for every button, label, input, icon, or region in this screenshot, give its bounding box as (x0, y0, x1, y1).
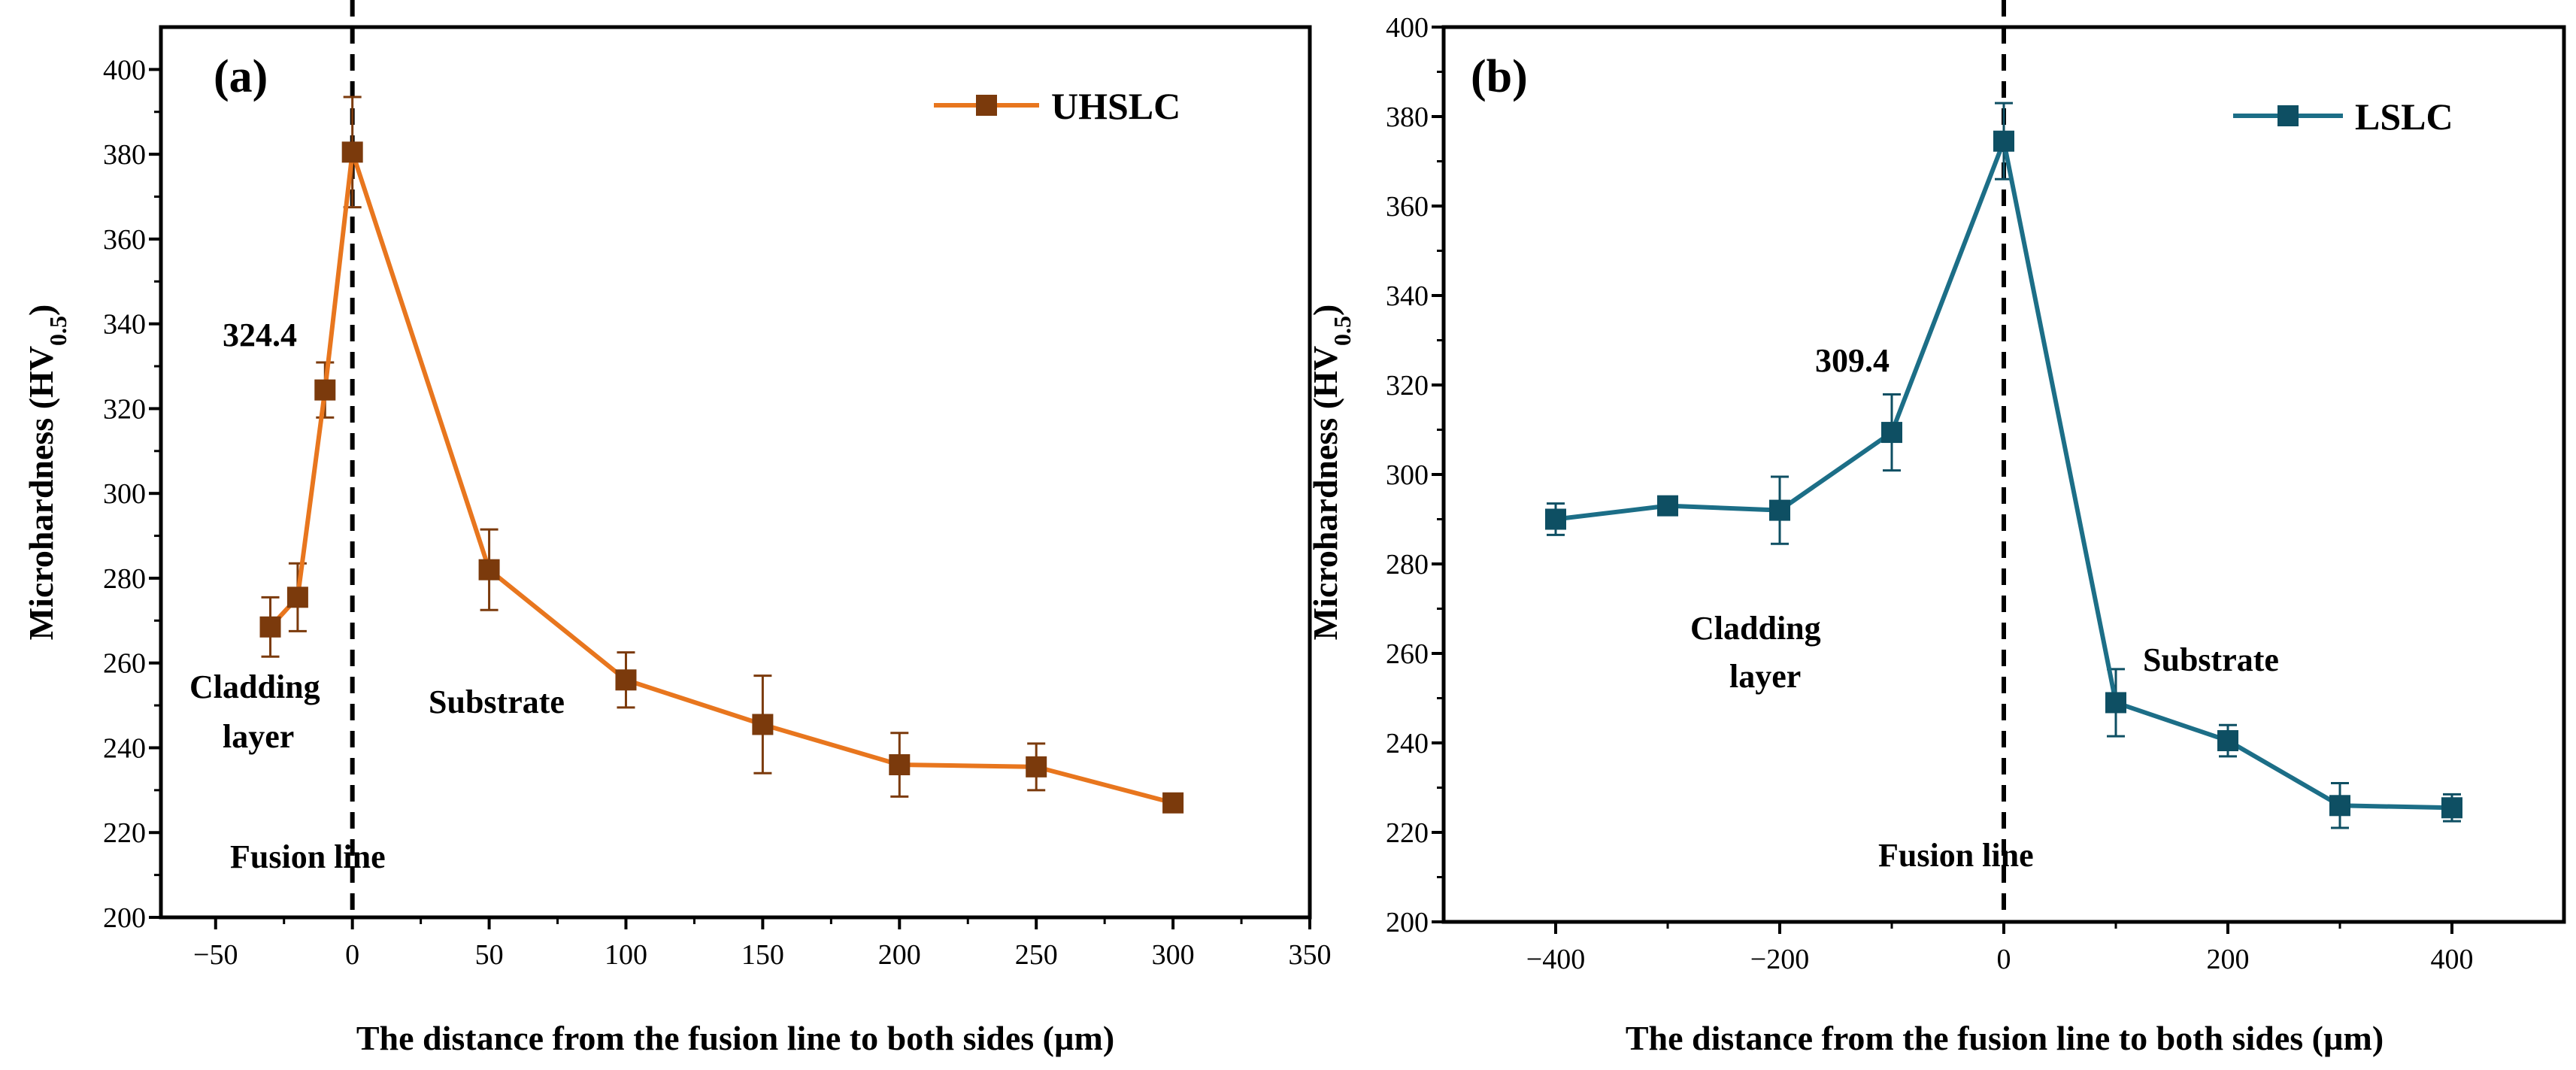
data-point (314, 379, 336, 401)
y-tick-label: 340 (1386, 280, 1429, 312)
x-tick-label: −400 (1526, 944, 1585, 975)
x-tick-label: 50 (475, 939, 504, 971)
panel-a-y-title-close: ) (22, 305, 60, 316)
data-point (2105, 692, 2126, 714)
data-point (2329, 795, 2350, 817)
x-tick-label: 250 (1015, 939, 1058, 971)
panel-a-legend-label: UHSLC (1051, 85, 1180, 127)
y-tick-label: 280 (1386, 549, 1429, 580)
panel-b-cladding-label-1: Cladding (1690, 610, 1821, 647)
panel-b-y-axis-title: Microhardness (HV0.5) (1306, 305, 1356, 641)
panel-a-label: (a) (214, 51, 268, 102)
data-point (752, 714, 774, 735)
x-tick-label: 350 (1289, 939, 1332, 971)
y-tick-label: 400 (1386, 12, 1429, 44)
x-tick-label: 150 (741, 939, 784, 971)
panel-a-legend: UHSLC (934, 85, 1180, 127)
panel-b-legend: LSLC (2233, 95, 2453, 138)
x-tick-label: 200 (2207, 944, 2250, 975)
data-point (259, 616, 281, 638)
panel-b-chart: 200 220 240 260 280 300 320 340 360 380 400 −400 −2… (1306, 0, 2566, 1057)
x-tick-label: 0 (345, 939, 359, 971)
panel-b-x-axis-title: The distance from the fusion line to bot… (1626, 1019, 2384, 1057)
panel-b-legend-marker (2277, 105, 2299, 126)
panel-a-x-axis-title: The distance from the fusion line to bot… (356, 1019, 1114, 1057)
panel-a-peak-value: 324.4 (223, 317, 297, 353)
y-tick-label: 260 (1386, 638, 1429, 670)
x-tick-label: 300 (1152, 939, 1195, 971)
panel-b-legend-label: LSLC (2355, 95, 2453, 138)
data-point (889, 754, 911, 776)
panel-a-series-line (268, 150, 1174, 805)
data-point (1026, 756, 1047, 777)
panel-a-x-axis: −50 0 50 100 150 200 250 300 350 (193, 917, 1332, 971)
data-point (1657, 495, 1678, 517)
panel-b-y-title-sub: 0.5 (1329, 316, 1356, 346)
panel-a-cladding-label-2: layer (223, 718, 294, 755)
data-point (286, 587, 308, 608)
panel-a-chart: 200 220 240 260 280 300 320 340 360 380 400 −50 0 50… (22, 0, 1332, 1057)
data-point (478, 559, 500, 580)
x-tick-label: 400 (2431, 944, 2474, 975)
y-tick-label: 320 (1386, 370, 1429, 402)
panel-b-data-points (1545, 130, 2462, 819)
panel-b-x-axis: −400 −200 0 200 400 (1526, 922, 2474, 975)
y-tick-label: 380 (1386, 102, 1429, 133)
panel-a-fusion-label: Fusion line (230, 838, 386, 875)
panel-a-legend-marker (976, 95, 997, 116)
data-point (341, 141, 363, 163)
panel-a-y-axis: 200 220 240 260 280 300 320 340 360 380 400 (103, 54, 161, 934)
x-tick-label: 0 (1997, 944, 2011, 975)
y-tick-label: 360 (1386, 191, 1429, 223)
y-tick-label: 300 (1386, 459, 1429, 491)
panel-a-cladding-label-1: Cladding (189, 668, 320, 705)
panel-b-substrate-label: Substrate (2143, 641, 2279, 678)
y-tick-label: 320 (103, 393, 146, 425)
y-tick-label: 200 (103, 902, 146, 934)
y-tick-label: 220 (1386, 817, 1429, 849)
y-tick-label: 280 (103, 563, 146, 595)
panel-b-y-axis: 200 220 240 260 280 300 320 340 360 380 400 (1386, 12, 1444, 938)
data-point (615, 669, 637, 691)
y-tick-label: 340 (103, 309, 146, 341)
panel-b-cladding-label-2: layer (1729, 658, 1801, 695)
y-tick-label: 220 (103, 817, 146, 849)
x-tick-label: 100 (605, 939, 647, 971)
panel-a-plot-frame (159, 25, 1312, 920)
data-point (1769, 499, 1790, 521)
data-point (2441, 797, 2462, 819)
y-tick-label: 200 (1386, 907, 1429, 938)
panel-b-fusion-label: Fusion line (1878, 837, 2034, 874)
y-tick-label: 380 (103, 139, 146, 171)
y-tick-label: 260 (103, 648, 146, 680)
data-point (1162, 792, 1184, 814)
y-tick-label: 240 (103, 732, 146, 764)
panel-b-peak-value: 309.4 (1815, 342, 1890, 379)
data-point (1881, 422, 1902, 444)
panel-a-y-axis-title: Microhardness (HV0.5) (22, 305, 71, 641)
x-tick-label: −50 (193, 939, 238, 971)
panel-b-y-title-close: ) (1306, 305, 1344, 316)
x-tick-label: −200 (1750, 944, 1809, 975)
data-point (1545, 508, 1566, 530)
y-tick-label: 400 (103, 54, 146, 86)
panel-b-y-title-main: Microhardness (HV (1306, 346, 1344, 640)
y-tick-label: 240 (1386, 728, 1429, 759)
panel-a-substrate-label: Substrate (429, 684, 565, 720)
panel-a-y-title-main: Microhardness (HV (22, 346, 60, 640)
data-point (2217, 730, 2238, 752)
panel-b-label: (b) (1471, 51, 1528, 102)
panel-a-data-points (259, 141, 1184, 814)
y-tick-label: 300 (103, 478, 146, 510)
panel-a-y-title-sub: 0.5 (44, 316, 71, 346)
data-point (1993, 130, 2014, 152)
x-tick-label: 200 (878, 939, 921, 971)
y-tick-label: 360 (103, 224, 146, 256)
